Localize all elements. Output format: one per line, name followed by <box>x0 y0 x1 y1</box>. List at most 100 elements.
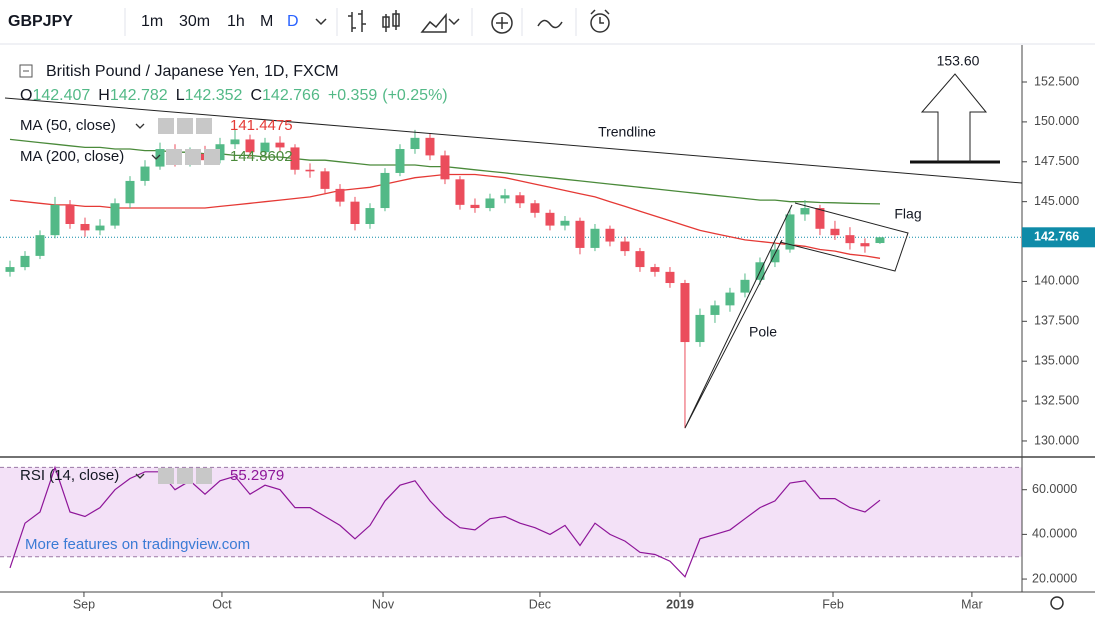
indicators-plus <box>496 17 508 29</box>
settings-icon[interactable] <box>1050 596 1064 610</box>
legend-icon[interactable] <box>177 118 193 134</box>
y-tick-label: 150.000 <box>1034 114 1079 128</box>
candle-body <box>560 220 570 226</box>
rsi-y-tick-label: 60.0000 <box>1032 482 1077 496</box>
ohlc-label: C <box>250 87 262 104</box>
legend-icon[interactable] <box>177 468 193 484</box>
annotation: 153.60 <box>937 53 980 69</box>
rsi-value: 55.2979 <box>230 467 284 484</box>
candle-body <box>350 201 360 224</box>
x-tick-label: 2019 <box>666 597 694 611</box>
candle-body <box>815 208 825 229</box>
legend-icon[interactable] <box>196 468 212 484</box>
indicator-value: 144.8602 <box>230 148 293 165</box>
candle-body <box>530 203 540 213</box>
legend-icon[interactable] <box>196 118 212 134</box>
legend-icon[interactable] <box>158 118 174 134</box>
candle-body <box>155 149 165 167</box>
candle-body <box>830 228 840 236</box>
interval[interactable]: 1h <box>227 13 245 30</box>
y-tick-label: 132.500 <box>1034 393 1079 407</box>
rsi-menu <box>135 473 145 479</box>
candle-body <box>65 204 75 224</box>
drawings: Trendline Pole Flag 153.60 <box>4 53 1023 429</box>
y-tick-label: 137.500 <box>1034 314 1079 328</box>
indicator-value: 141.4475 <box>230 117 293 134</box>
ohlc-value: 142.407 <box>32 87 90 104</box>
flag <box>779 202 909 272</box>
candle-body <box>665 271 675 284</box>
candle-body <box>20 255 30 268</box>
legend: British Pound / Japanese Yen, 1D, FXCM O… <box>19 63 448 104</box>
candle-body <box>425 137 435 156</box>
candles-icon[interactable] <box>382 10 400 32</box>
indicator-name: MA (50, close) <box>20 117 116 134</box>
indicators-icon[interactable] <box>491 12 513 34</box>
annotation: Flag <box>894 206 921 222</box>
collapse-icon[interactable] <box>19 64 33 78</box>
candle-body <box>515 195 525 204</box>
ohlc-label: L <box>176 87 185 104</box>
indicator-menu <box>151 154 161 160</box>
candle-body <box>110 203 120 226</box>
candle-body <box>80 223 90 231</box>
pole <box>684 204 793 429</box>
candle-body <box>320 171 330 189</box>
alert-icon[interactable] <box>590 13 610 33</box>
candle-body <box>710 305 720 315</box>
compare-icon[interactable] <box>537 19 563 29</box>
candle-body <box>395 149 405 173</box>
candle-body <box>695 314 705 343</box>
interval[interactable]: M <box>260 13 273 30</box>
ohlc-label: O <box>20 87 32 104</box>
candle-body <box>650 267 660 272</box>
trendline <box>4 97 1023 184</box>
legend-icon[interactable] <box>204 149 220 165</box>
interval[interactable]: 1m <box>141 13 163 30</box>
candle-body <box>275 142 285 148</box>
x-tick-label: Dec <box>529 597 551 611</box>
plot-area <box>0 45 1022 592</box>
annotation: Trendline <box>598 124 656 140</box>
candle-body <box>140 166 150 181</box>
x-tick-label: Sep <box>73 597 95 611</box>
rsi-name: RSI (14, close) <box>20 467 119 484</box>
indicator-menu <box>135 123 145 129</box>
ohlc-value: 142.782 <box>110 87 168 104</box>
change-pct: (+0.25%) <box>382 87 447 104</box>
candle-body <box>50 204 60 236</box>
area-icon[interactable] <box>420 12 447 33</box>
legend-icon[interactable] <box>158 468 174 484</box>
indicator-name: MA (200, close) <box>20 148 124 165</box>
interval-menu[interactable] <box>315 18 327 26</box>
candle-body <box>845 235 855 244</box>
candle-body <box>260 142 270 153</box>
legend-icon[interactable] <box>166 149 182 165</box>
candle-body <box>380 172 390 209</box>
interval[interactable]: 30m <box>179 13 210 30</box>
interval-active[interactable]: D <box>287 13 299 30</box>
bars-icon[interactable] <box>348 10 366 32</box>
candle-body <box>365 208 375 224</box>
ohlc-value: 142.352 <box>185 87 243 104</box>
candle-body <box>440 155 450 180</box>
legend-icon[interactable] <box>185 149 201 165</box>
y-tick-label: 145.000 <box>1034 194 1079 208</box>
candle-body <box>335 188 345 202</box>
symbol[interactable]: GBPJPY <box>8 13 73 30</box>
last-price-label: 142.766 <box>1034 230 1079 244</box>
instrument: British Pound / Japanese Yen, 1D, FXCM <box>46 63 339 80</box>
candle-body <box>860 243 870 247</box>
candle-body <box>590 228 600 248</box>
candle-body <box>245 139 255 153</box>
candle-body <box>680 283 690 343</box>
chart-type-menu[interactable] <box>448 18 460 26</box>
y-tick-label: 130.000 <box>1034 433 1079 447</box>
y-tick-label: 147.500 <box>1034 154 1079 168</box>
candle-body <box>305 169 315 172</box>
ohlc-value: 142.766 <box>262 87 320 104</box>
y-tick-label: 152.500 <box>1034 74 1079 88</box>
candle-body <box>455 179 465 205</box>
candle-body <box>95 225 105 231</box>
